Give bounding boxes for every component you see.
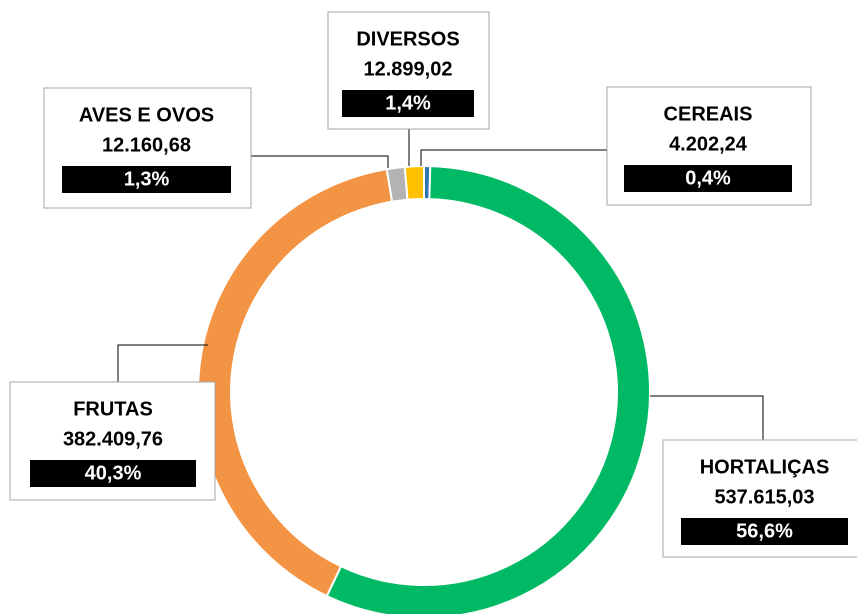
leader-line bbox=[420, 149, 607, 166]
value-label: 382.409,76 bbox=[63, 428, 163, 450]
percent-bar bbox=[30, 460, 196, 487]
category-label: HORTALIÇAS bbox=[700, 456, 830, 478]
percent-label: 1,3% bbox=[124, 168, 170, 190]
value-label: 4.202,24 bbox=[669, 133, 748, 155]
percent-label: 0,4% bbox=[685, 167, 731, 189]
percent-label: 56,6% bbox=[736, 520, 793, 542]
leader-line bbox=[650, 395, 764, 440]
leader-lines bbox=[117, 129, 764, 440]
percent-bar bbox=[624, 165, 792, 192]
category-label: AVES E OVOS bbox=[79, 104, 214, 126]
category-label: CEREAIS bbox=[664, 103, 753, 125]
donut-slice bbox=[403, 164, 425, 201]
value-label: 12.899,02 bbox=[364, 58, 453, 80]
percent-bar bbox=[681, 518, 848, 545]
percent-label: 1,4% bbox=[385, 92, 431, 114]
value-label: 537.615,03 bbox=[714, 486, 814, 508]
leader-line bbox=[251, 155, 389, 168]
donut-slice bbox=[325, 165, 651, 614]
value-label: 12.160,68 bbox=[102, 134, 191, 156]
category-label: DIVERSOS bbox=[356, 28, 459, 50]
percent-bar bbox=[62, 166, 231, 193]
leader-line bbox=[117, 344, 208, 382]
category-label: FRUTAS bbox=[73, 398, 153, 420]
donut-slice bbox=[197, 167, 394, 598]
percent-label: 40,3% bbox=[85, 462, 142, 484]
percent-bar bbox=[342, 90, 474, 117]
